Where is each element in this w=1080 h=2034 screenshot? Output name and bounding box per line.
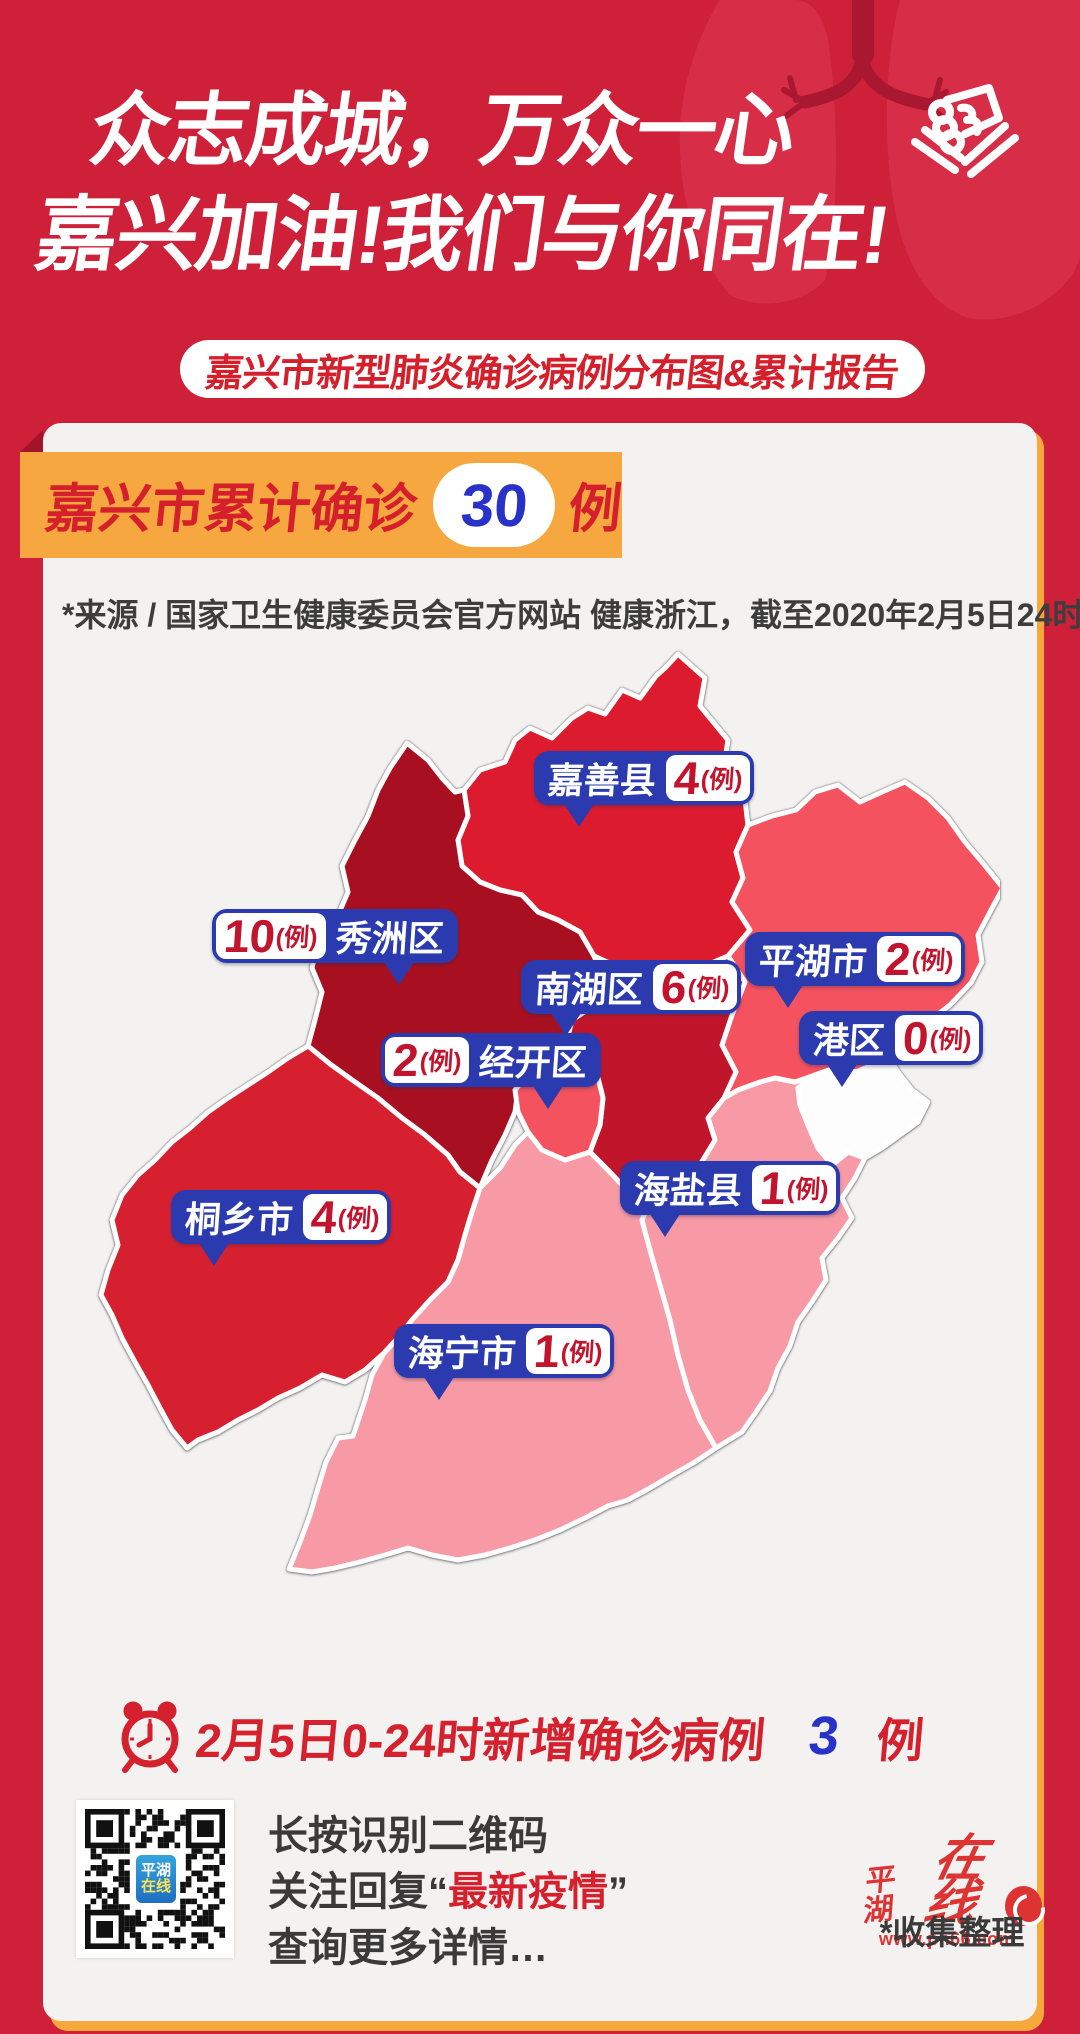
daily-new-cases: 2月5日0-24时新增确诊病例 3 例 — [118, 1690, 927, 1782]
daily-label: 2月5日0-24时新增确诊病例 — [193, 1713, 768, 1767]
qr-instructions: 长按识别二维码 关注回复“最新疫情” 查询更多详情… — [268, 1808, 628, 1976]
daily-count: 3 — [806, 1706, 843, 1766]
subtitle-pill: 嘉兴市新型肺炎确诊病例分布图&累计报告 — [180, 340, 925, 398]
qr-code: 平湖 在线 — [76, 1800, 234, 1958]
label-pointer — [422, 1374, 456, 1400]
label-pointer — [648, 1211, 682, 1237]
total-count-pill: 30 — [433, 463, 555, 547]
label-haining: 海宁市 1 (例) — [394, 1324, 615, 1400]
credit-note: *收集整理 — [879, 1914, 1025, 1951]
total-unit: 例 — [565, 480, 625, 539]
label-pointer — [562, 801, 596, 827]
clasped-hands-icon — [911, 84, 1019, 178]
jiaxing-map — [60, 620, 1006, 1580]
total-prefix: 嘉兴市累计确诊 — [42, 480, 420, 539]
daily-unit: 例 — [874, 1713, 927, 1767]
brand-seal-icon — [1005, 1886, 1042, 1926]
qr-modules — [85, 1809, 225, 1949]
label-pointer — [382, 959, 416, 985]
brand-url: www.ph66.com — [878, 1929, 1016, 1949]
label-tongxiang: 桐乡市 4 (例) — [171, 1190, 392, 1266]
label-pointer — [197, 1240, 231, 1266]
total-count: 30 — [458, 471, 530, 539]
data-source-note: *来源 / 国家卫生健康委员会官方网站 健康浙江，截至2020年2月5日24时 — [62, 597, 1080, 633]
qr-instruction-line1: 长按识别二维码 — [268, 1814, 548, 1858]
label-haiyan: 海盐县 1 (例) — [620, 1161, 841, 1237]
label-jiashan: 嘉善县 4 (例) — [534, 751, 755, 827]
poster-title-line2: 嘉兴加油!我们与你同在! — [30, 190, 894, 281]
label-nanhu: 南湖区 6 (例) — [521, 960, 742, 1036]
poster-title-line1: 众志成城，万众一心 — [84, 86, 800, 175]
label-pointer — [771, 982, 805, 1008]
qr-instruction-line3: 查询更多详情… — [268, 1926, 548, 1970]
ribbon-fold — [20, 430, 43, 452]
label-pointer — [825, 1061, 859, 1087]
label-pinghu: 平湖市 2 (例) — [745, 932, 966, 1008]
qr-center-logo: 平湖 在线 — [133, 1852, 179, 1906]
total-ribbon: 嘉兴市累计确诊 30 例 — [20, 452, 625, 558]
label-gangqu: 港区 0 (例) — [799, 1011, 984, 1087]
alarm-clock-icon — [121, 1701, 179, 1773]
highlight-keyword: 最新疫情 — [448, 1870, 608, 1914]
label-pointer — [531, 1083, 565, 1109]
region-tongxiang — [98, 1043, 483, 1451]
subtitle-text: 嘉兴市新型肺炎确诊病例分布图&累计报告 — [203, 352, 901, 395]
label-jingkai: 2 (例) 经开区 — [381, 1033, 602, 1109]
brand-logo: 平湖 在线 www.ph66.com — [852, 1830, 1042, 1950]
qr-instruction-line2: 关注回复“最新疫情” — [268, 1870, 628, 1914]
label-pointer — [549, 1010, 583, 1036]
label-xiuzhou: 10 (例) 秀洲区 — [212, 909, 458, 985]
